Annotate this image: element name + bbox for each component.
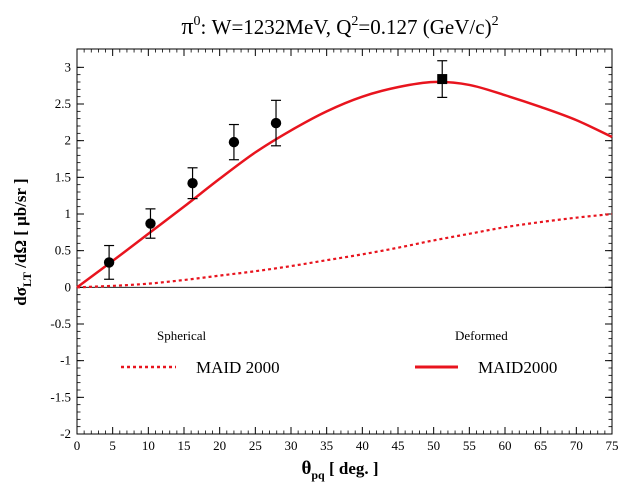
legend-label-solid: MAID2000 xyxy=(478,358,557,377)
x-tick-label: 0 xyxy=(74,438,81,453)
x-axis-label-base: θ xyxy=(301,458,311,479)
legend-label-dotted: MAID 2000 xyxy=(196,358,280,377)
annotation-spherical: Spherical xyxy=(157,328,206,343)
title-prefix-sup: 0 xyxy=(194,14,201,29)
data-point xyxy=(145,218,156,229)
x-tick-label: 25 xyxy=(249,438,262,453)
title-mid-sup: 2 xyxy=(351,14,358,29)
y-axis-label: dσLT /dΩ [ μb/sr ] xyxy=(11,178,34,305)
x-tick-label: 35 xyxy=(320,438,333,453)
y-axis-label-rest: /dΩ [ μb/sr ] xyxy=(11,178,30,272)
x-tick-label: 40 xyxy=(356,438,369,453)
y-tick-label: 3 xyxy=(65,59,72,74)
data-point xyxy=(187,178,198,189)
legend: MAID 2000 MAID2000 xyxy=(121,358,557,377)
x-axis-label: θpq [ deg. ] xyxy=(301,458,378,482)
y-tick-label: 1 xyxy=(65,206,72,221)
x-axis-label-sub: pq xyxy=(311,468,325,482)
data-point xyxy=(103,257,115,268)
x-axis-label-rest: [ deg. ] xyxy=(325,459,379,478)
x-tick-label: 75 xyxy=(606,438,619,453)
x-tick-label: 15 xyxy=(178,438,191,453)
x-tick-label: 70 xyxy=(570,438,583,453)
x-tick-label: 10 xyxy=(142,438,155,453)
x-tick-label: 50 xyxy=(427,438,440,453)
model-curves xyxy=(76,80,613,289)
y-tick-label: -2 xyxy=(60,426,71,441)
y-tick-label: -0.5 xyxy=(50,316,71,331)
title-suffix-sup: 2 xyxy=(492,14,499,29)
y-tick-label: -1.5 xyxy=(50,389,71,404)
series-line-spherical xyxy=(76,212,613,289)
axis-ticks xyxy=(76,49,613,435)
chart-title: π0: W=1232MeV, Q2=0.127 (GeV/c)2 xyxy=(181,14,498,40)
y-tick-label: 2.5 xyxy=(55,96,71,111)
plot-frame xyxy=(76,48,613,435)
y-tick-label: 0 xyxy=(65,279,72,294)
data-point-square xyxy=(437,74,448,85)
title-prefix: π xyxy=(181,14,193,40)
x-tick-label: 20 xyxy=(213,438,226,453)
data-points xyxy=(103,60,448,280)
x-tick-label: 30 xyxy=(285,438,298,453)
x-tick-label: 60 xyxy=(499,438,512,453)
title-suffix: =0.127 (GeV/c) xyxy=(358,15,491,39)
y-tick-labels: -2 -1.5 -1 -0.5 0 0.5 1 1.5 2 2.5 3 xyxy=(50,59,71,441)
y-tick-label: 2 xyxy=(65,133,72,148)
data-point xyxy=(270,117,282,129)
x-tick-labels: 0 5 10 15 20 25 30 35 40 45 50 55 60 65 70 75 xyxy=(74,438,619,453)
title-mid: : W=1232MeV, Q xyxy=(201,15,352,39)
x-tick-label: 55 xyxy=(463,438,476,453)
y-tick-label: 0.5 xyxy=(55,243,71,258)
series-line-deformed xyxy=(76,80,613,289)
x-tick-label: 5 xyxy=(109,438,116,453)
y-tick-label: 1.5 xyxy=(55,169,71,184)
y-axis-label-sub: LT xyxy=(20,272,34,287)
y-tick-label: -1 xyxy=(60,353,71,368)
data-point xyxy=(228,136,240,148)
y-axis-label-pre: dσ xyxy=(11,286,30,305)
x-tick-label: 65 xyxy=(534,438,547,453)
annotation-deformed: Deformed xyxy=(455,328,508,343)
x-tick-label: 45 xyxy=(392,438,405,453)
